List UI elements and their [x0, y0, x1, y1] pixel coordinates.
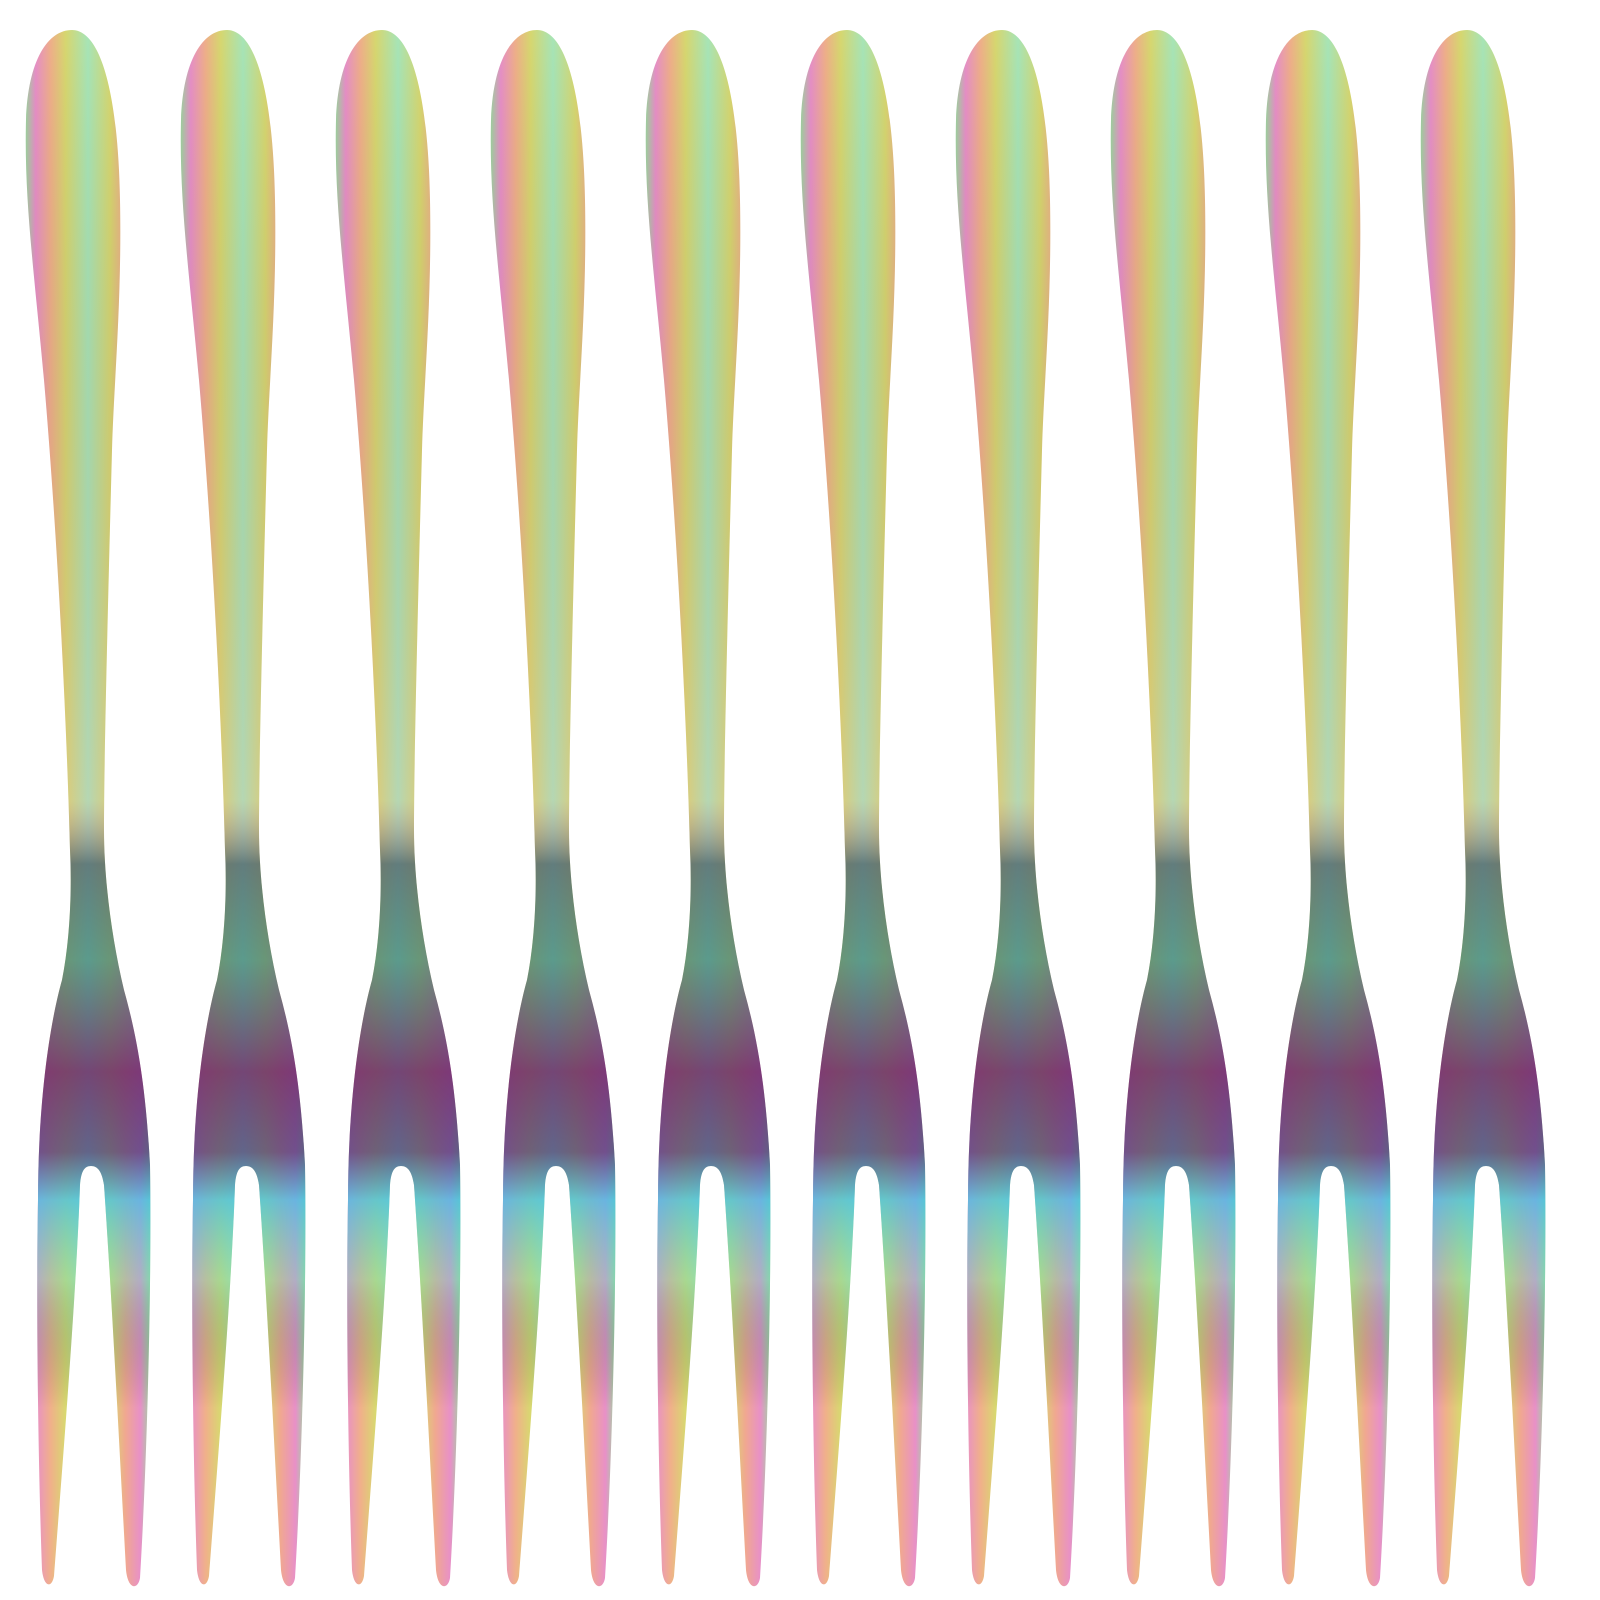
fork	[180, 30, 306, 1587]
forks	[25, 30, 1546, 1587]
fork-shade	[490, 30, 616, 1587]
fork-shade	[25, 30, 151, 1587]
fork	[645, 30, 771, 1587]
fork-shade	[180, 30, 306, 1587]
fork	[1110, 30, 1236, 1587]
fork-shade	[800, 30, 926, 1587]
fork	[1420, 30, 1546, 1587]
fork	[1265, 30, 1391, 1587]
fork	[25, 30, 151, 1587]
fork-shade	[955, 30, 1081, 1587]
fork-shade	[1110, 30, 1236, 1587]
fork	[955, 30, 1081, 1587]
fork	[335, 30, 461, 1587]
fork-shade	[1265, 30, 1391, 1587]
fork-shade	[645, 30, 771, 1587]
fork-shade	[1420, 30, 1546, 1587]
fork	[800, 30, 926, 1587]
fork	[490, 30, 616, 1587]
fork-shade	[335, 30, 461, 1587]
